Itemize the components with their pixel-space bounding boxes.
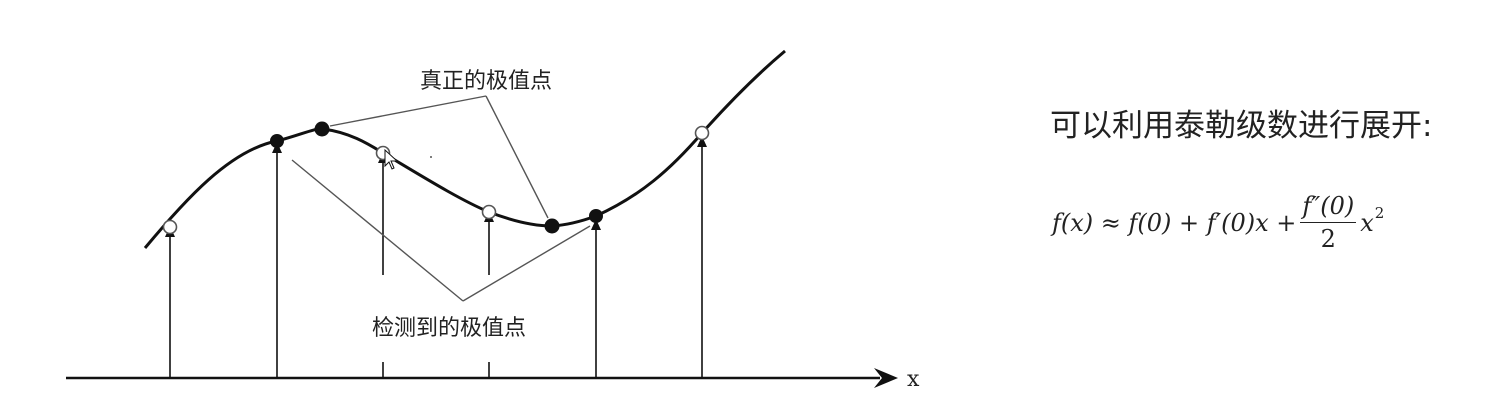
extrema-diagram: x 真正的极值点 检测到的极值点 bbox=[66, 49, 920, 392]
true-extremum-max bbox=[314, 121, 330, 137]
true-callout-line-1 bbox=[329, 95, 487, 127]
sample-arrow-5 bbox=[591, 219, 601, 230]
true-extremum-min bbox=[544, 218, 560, 234]
x-axis-arrowhead bbox=[874, 368, 898, 388]
mouse-cursor-icon bbox=[384, 148, 399, 170]
formula-fraction: f″(0) 2 bbox=[1300, 192, 1357, 253]
formula-tail: x bbox=[1360, 208, 1374, 237]
sample-arrow-6 bbox=[697, 136, 707, 147]
sample-point-6 bbox=[694, 125, 710, 141]
taylor-heading: 可以利用泰勒级数进行展开: bbox=[1050, 108, 1433, 144]
detected-extrema-label: 检测到的极值点 bbox=[372, 316, 526, 341]
formula-lhs: f(x) ≈ f(0) + f′(0)x + bbox=[1052, 208, 1297, 237]
sample-point-4 bbox=[481, 204, 497, 220]
formula-exponent: 2 bbox=[1374, 203, 1385, 222]
sample-point-1 bbox=[162, 219, 178, 235]
true-extrema-label: 真正的极值点 bbox=[420, 69, 552, 94]
detected-callout-line-2 bbox=[462, 225, 591, 302]
detected-callout-line-1 bbox=[291, 159, 464, 302]
x-axis-label: x bbox=[907, 367, 920, 392]
formula-numerator: f″(0) bbox=[1300, 192, 1357, 223]
true-callout-line-2 bbox=[485, 95, 549, 219]
stray-dot bbox=[430, 156, 432, 158]
detected-extremum-max bbox=[270, 134, 284, 148]
formula-denominator: 2 bbox=[1320, 225, 1336, 253]
detected-extremum-min bbox=[589, 209, 603, 223]
